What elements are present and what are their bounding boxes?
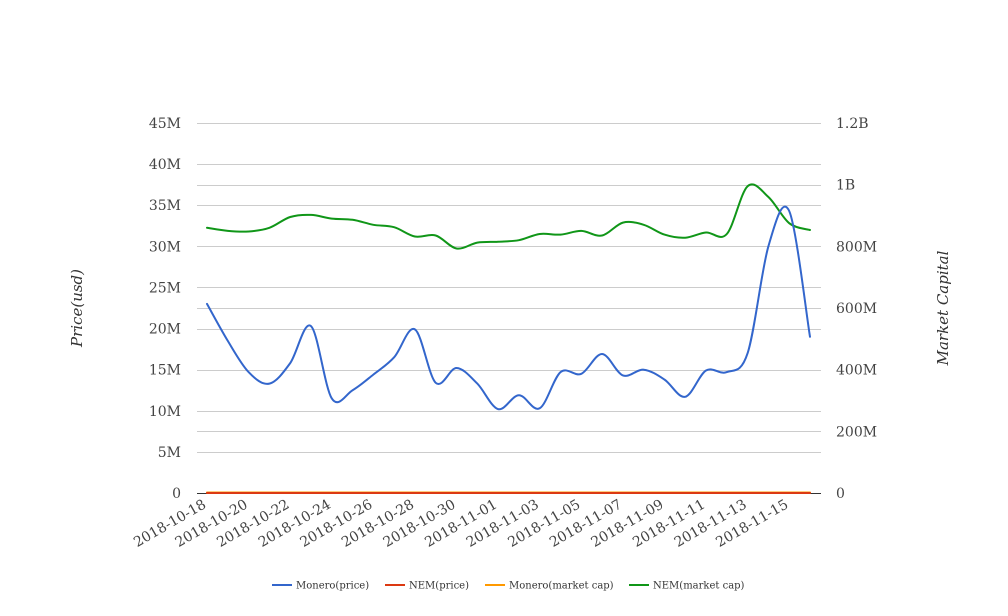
y-tick-label: 20M bbox=[149, 322, 181, 338]
y-tick-label: 0 bbox=[172, 486, 181, 502]
y-tick-label: 35M bbox=[149, 198, 181, 214]
series-line-monero-price bbox=[206, 205, 811, 411]
y2-tick-label: 1B bbox=[836, 178, 855, 194]
series-line-nem-market-cap bbox=[206, 183, 811, 250]
y-tick-label: 45M bbox=[149, 116, 181, 132]
tick-labels: 0 5M 10M 15M 20M 25M 30M 35M 40M 45M 0 200M 400M 600M… bbox=[131, 116, 877, 551]
legend-label-monero-price: Monero(price) bbox=[296, 581, 369, 592]
y-tick-label: 40M bbox=[149, 157, 181, 173]
legend-label-monero-market-cap: Monero(market cap) bbox=[509, 581, 614, 592]
y2-tick-label: 200M bbox=[836, 424, 877, 440]
y-tick-label: 25M bbox=[149, 280, 181, 296]
y-tick-label: 5M bbox=[158, 445, 181, 461]
y2-tick-label: 400M bbox=[836, 363, 877, 379]
y2-tick-label: 0 bbox=[836, 486, 845, 502]
legend-label-nem-market-cap: NEM(market cap) bbox=[653, 581, 745, 592]
y-tick-label: 15M bbox=[149, 363, 181, 379]
y2-axis-title: Market Capital bbox=[934, 250, 952, 366]
series-lines bbox=[206, 183, 811, 495]
y2-tick-label: 600M bbox=[836, 301, 877, 317]
legend-label-nem-price: NEM(price) bbox=[409, 581, 469, 592]
legend: Monero(price) NEM(price) Monero(market cap… bbox=[272, 581, 745, 592]
gridlines bbox=[197, 123, 821, 453]
y-tick-label: 30M bbox=[149, 239, 181, 255]
y2-tick-label: 800M bbox=[836, 239, 877, 255]
y-axis-title: Price(usd) bbox=[68, 269, 86, 348]
y2-tick-label: 1.2B bbox=[836, 116, 869, 132]
y-tick-label: 10M bbox=[149, 404, 181, 420]
